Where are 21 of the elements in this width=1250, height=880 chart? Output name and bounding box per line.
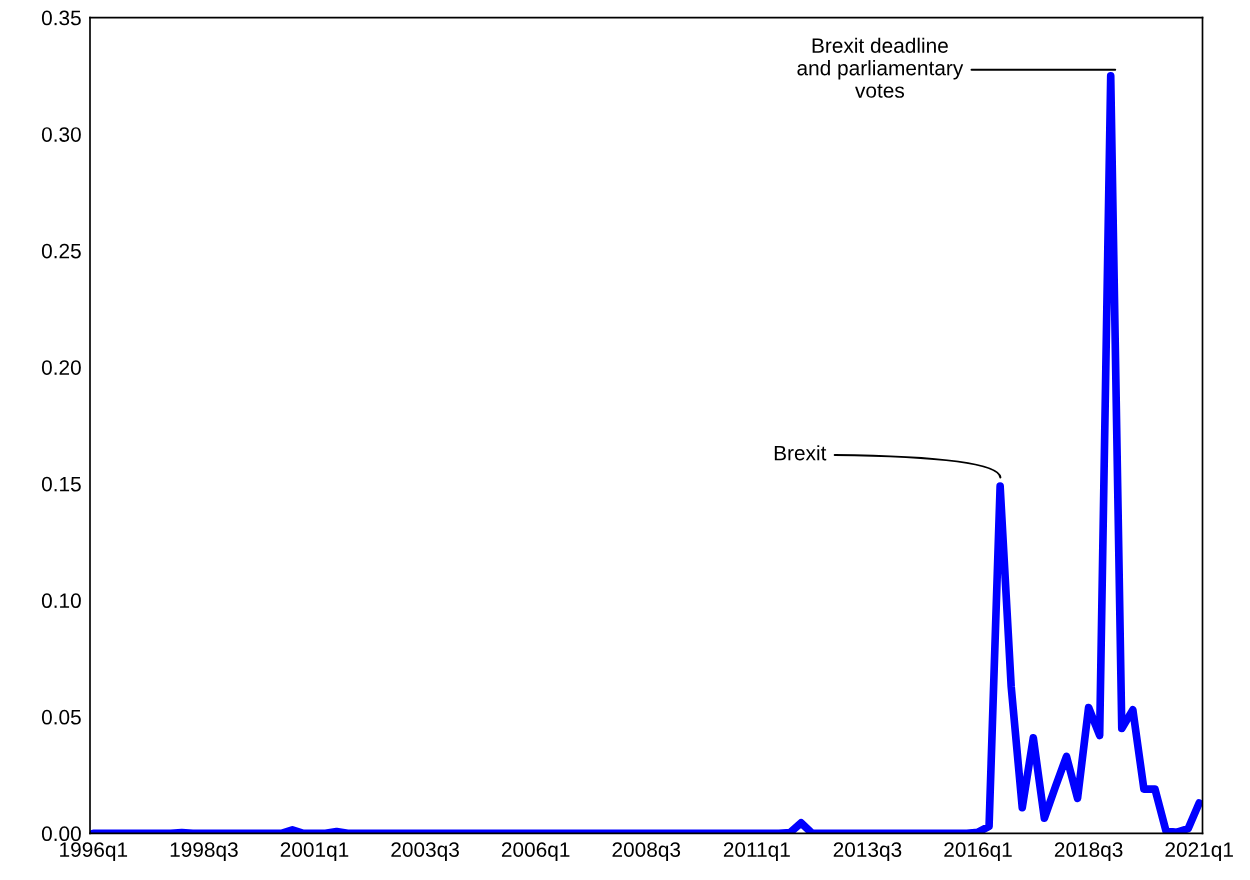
annotation: Brexit — [774, 445, 827, 461]
annotation: Brexit deadline and parliamentary votes — [797, 37, 964, 98]
x-tick-label: 2006q1 — [501, 842, 570, 862]
y-tick-label: 0.25 — [41, 243, 81, 259]
y-tick-label: 0.20 — [41, 360, 81, 375]
x-tick-label: 2018q3 — [1054, 842, 1123, 862]
y-tick-label: 0.10 — [41, 593, 81, 609]
x-tick-label: 2011q1 — [723, 842, 790, 862]
y-tick-label: 0.15 — [41, 476, 81, 492]
y-tick-label: 0.05 — [41, 709, 81, 725]
y-tick-label: 0.35 — [41, 10, 81, 26]
x-tick-label: 2016q1 — [944, 842, 1012, 862]
x-tick-label: 2021q1 — [1165, 842, 1233, 862]
x-tick-label: 2008q3 — [612, 842, 681, 862]
x-tick-label: 2001q1 — [280, 842, 349, 862]
y-tick-label: 0.30 — [41, 127, 81, 142]
x-tick-label: 2003q3 — [391, 842, 459, 862]
y-tick-label: 0.00 — [41, 826, 81, 842]
x-tick-label: 1998q3 — [170, 842, 238, 862]
x-tick-label: 1996q1 — [60, 842, 128, 862]
x-tick-label: 2013q3 — [833, 842, 902, 862]
